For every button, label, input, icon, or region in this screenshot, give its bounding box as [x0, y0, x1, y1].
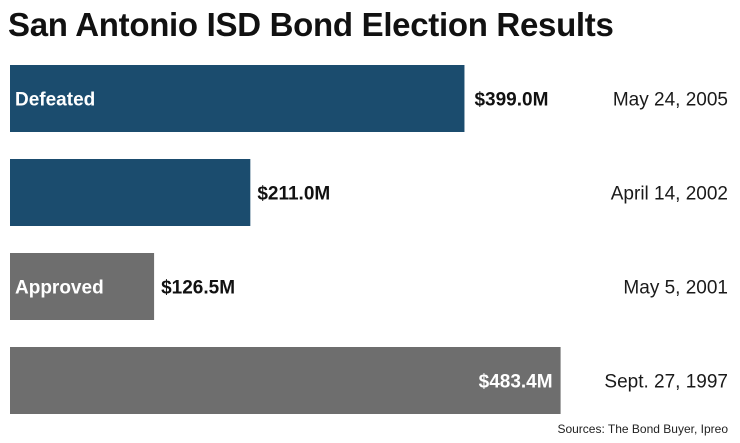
bar-group-label-1: Defeated — [15, 90, 95, 111]
bar-3 — [10, 253, 155, 320]
bar-1 — [10, 65, 465, 132]
bar-4 — [10, 347, 561, 414]
bar-value-label-3: $126.5M — [161, 278, 235, 299]
bar-value-label-1: $399.0M — [474, 90, 548, 111]
bar-value-label-2: $211.0M — [257, 184, 330, 205]
category-label-4: Sept. 27, 1997 — [604, 372, 728, 393]
chart-title: San Antonio ISD Bond Election Results — [8, 6, 614, 43]
bar-group-label-3: Approved — [15, 278, 104, 299]
bar-2 — [10, 159, 251, 226]
category-label-3: May 5, 2001 — [623, 278, 728, 299]
bar-value-label-4: $483.4M — [479, 372, 553, 393]
category-label-1: May 24, 2005 — [613, 90, 728, 111]
category-label-2: April 14, 2002 — [611, 184, 728, 205]
source-note: Sources: The Bond Buyer, Ipreo — [557, 422, 728, 436]
